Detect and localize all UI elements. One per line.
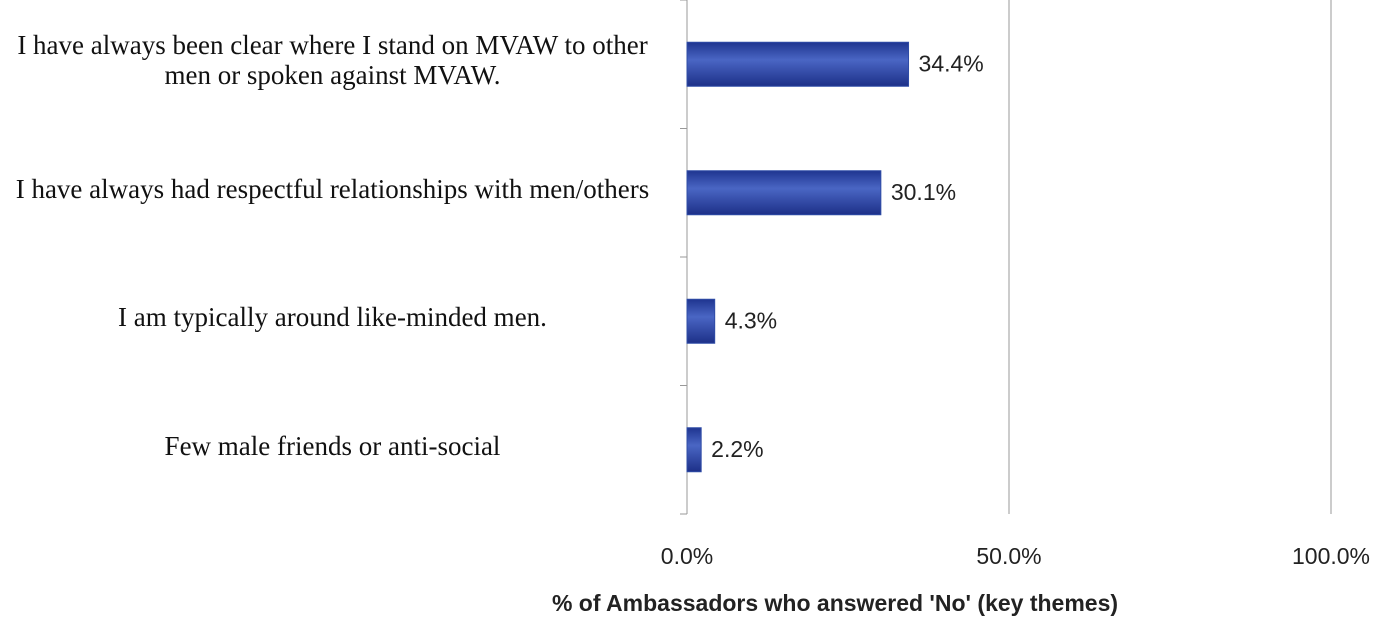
y-tick-label: Few male friends or anti-social	[164, 430, 501, 461]
x-axis-title: % of Ambassadors who answered 'No' (key …	[552, 590, 1118, 616]
bar	[686, 41, 910, 87]
x-tick-label: 100.0%	[1292, 543, 1370, 569]
x-tick-label: 50.0%	[976, 543, 1041, 569]
bar	[686, 170, 882, 216]
x-tick-label: 0.0%	[661, 543, 713, 569]
bar	[686, 298, 716, 344]
data-label: 30.1%	[891, 179, 956, 205]
bar	[686, 427, 702, 473]
data-label: 4.3%	[725, 307, 777, 333]
data-label: 34.4%	[919, 50, 984, 76]
y-tick-label: I have always had respectful relationshi…	[15, 173, 650, 204]
data-label: 2.2%	[711, 436, 763, 462]
y-tick-label: I am typically around like-minded men.	[118, 302, 547, 333]
y-tick-label: I have always been clear where I stand o…	[17, 30, 648, 91]
